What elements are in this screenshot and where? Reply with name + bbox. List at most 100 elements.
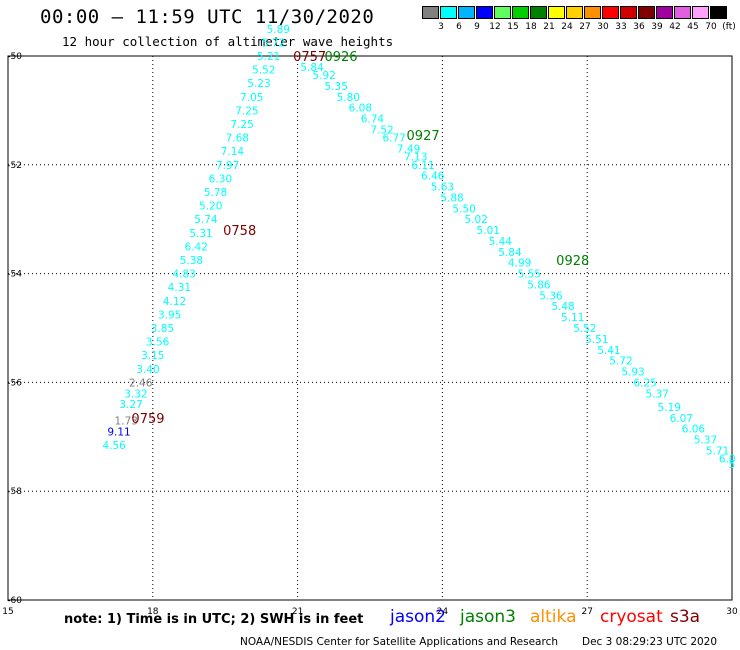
wave-height-label: 5.50: [452, 203, 475, 215]
wave-height-label: 5.78: [204, 187, 227, 199]
wave-height-label: 5.41: [597, 345, 620, 357]
wave-height-label: 5.93: [621, 367, 644, 379]
x-tick-label: 30: [726, 607, 738, 617]
wave-height-label: 5.36: [539, 290, 563, 302]
wave-height-label: 5.52: [573, 323, 596, 335]
time-label: 0928: [556, 254, 589, 269]
color-swatch-label: 27: [579, 22, 591, 32]
wave-height-label: 6.06: [682, 424, 706, 436]
wave-height-label: 3.15: [141, 350, 164, 362]
color-swatch-label: 21: [543, 22, 555, 32]
wave-height-label: 7.25: [230, 119, 253, 131]
x-tick-label: 15: [2, 607, 13, 617]
wave-height-label: 4.31: [168, 282, 191, 294]
color-swatch: [440, 6, 457, 19]
wave-height-label: 3.27: [119, 399, 142, 411]
color-swatch: [512, 6, 529, 19]
axes: 15 18 21 24 27 30 -50 -52 -54 -56 -58 -60: [2, 52, 738, 617]
wave-height-label: 4.99: [508, 258, 531, 270]
wave-height-label: 6.0: [719, 454, 736, 466]
color-swatch: [530, 6, 547, 19]
wave-height-label: 7.49: [397, 143, 420, 155]
color-swatch-label: 18: [525, 22, 537, 32]
wave-height-label: 6.30: [209, 173, 232, 185]
wave-height-label: 6.46: [421, 171, 445, 183]
color-legend: 3 6 9 12 15 18 21 24 27 30 33 36 39 42 45 70 (ft): [422, 6, 736, 34]
y-tick-label: -60: [7, 596, 22, 606]
wave-height-label: 5.92: [312, 70, 335, 82]
wave-height-label: 5.89: [267, 24, 290, 36]
color-swatch-label: 24: [561, 22, 573, 32]
wave-height-label: 5.44: [489, 236, 513, 248]
color-swatch: [674, 6, 691, 19]
color-swatch: [620, 6, 637, 19]
wave-height-label: 3.95: [158, 309, 181, 321]
color-swatch: [548, 6, 565, 19]
time-label: 0757: [293, 50, 326, 65]
color-swatch-label: 12: [489, 22, 501, 32]
wave-height-label: 6.08: [349, 103, 372, 115]
time-label: 0759: [131, 412, 164, 427]
color-swatch: [494, 6, 511, 19]
color-swatch-label: 9: [474, 22, 480, 32]
wave-height-label: 5.55: [518, 269, 541, 281]
wave-height-label: 5.72: [609, 356, 632, 368]
wave-height-label: 7.25: [235, 105, 258, 117]
y-tick-label: -54: [7, 270, 22, 280]
wave-height-label: 5.01: [477, 225, 500, 237]
mission-label: jason2: [390, 607, 446, 627]
data-points: 4.56 9.111.73 3.273.322.463.40 3.153.56 3.85…: [102, 24, 735, 471]
wave-height-label: 5.80: [337, 92, 360, 104]
color-swatch-label: 36: [633, 22, 645, 32]
wave-height-label: 7.13: [404, 152, 427, 164]
x-tick-label: 18: [147, 607, 159, 617]
wave-height-label: 3.40: [136, 364, 159, 376]
wave-height-label: 5.84: [300, 62, 324, 74]
wave-height-label: 2.46: [129, 377, 153, 389]
wave-height-label: 5.20: [199, 201, 222, 213]
plot-frame: [7, 55, 733, 601]
color-swatch-label: 15: [507, 22, 519, 32]
wave-height-label: 5.02: [464, 214, 487, 226]
color-swatch-label: 3: [438, 22, 444, 32]
wave-height-label: 4.12: [163, 296, 186, 308]
color-swatch-label: 6: [456, 22, 462, 32]
wave-height-label: 5.21: [257, 51, 280, 63]
wave-height-label: 7.14: [221, 146, 245, 158]
color-swatch: [584, 6, 601, 19]
wave-height-label: 5.84: [498, 247, 522, 259]
wave-height-label: 5.31: [189, 228, 212, 240]
wave-height-label: 6.07: [670, 413, 693, 425]
wave-height-label: 6.42: [185, 241, 208, 253]
wave-height-label: 7.97: [216, 160, 239, 172]
wave-height-label: 1.73: [115, 415, 138, 427]
y-tick-label: -50: [7, 52, 22, 62]
wave-height-label: 5: [729, 459, 736, 471]
footer-credit: NOAA/NESDIS Center for Satellite Applica…: [240, 636, 558, 648]
color-swatch: [476, 6, 493, 19]
color-swatch-label: 33: [615, 22, 627, 32]
wave-height-label: 3.56: [146, 337, 170, 349]
chart-subtitle: 12 hour collection of altimeter wave hei…: [62, 34, 394, 49]
color-swatch: [566, 6, 583, 19]
wave-height-label: 6.25: [633, 377, 656, 389]
wave-height-label: 5.23: [247, 78, 270, 90]
color-swatch-label: (ft): [722, 22, 736, 32]
color-swatch-label: 70: [705, 22, 717, 32]
wave-height-label: 5.37: [694, 435, 717, 447]
x-tick-label: 27: [581, 607, 592, 617]
mission-label: s3a: [670, 607, 701, 627]
y-tick-label: -52: [7, 161, 22, 171]
time-label: 0758: [223, 224, 256, 239]
wave-height-label: 7.68: [226, 133, 249, 145]
chart-title: 00:00 – 11:59 UTC 11/30/2020: [40, 6, 375, 28]
wave-height-label: 5.35: [325, 81, 348, 93]
mission-label: altika: [530, 607, 577, 627]
wave-height-label: 4.83: [172, 269, 195, 281]
wave-height-label: 5.86: [527, 279, 551, 291]
time-label: 0926: [324, 50, 357, 65]
color-swatch: [458, 6, 475, 19]
wave-height-label: 4.56: [102, 440, 126, 452]
color-swatch-label: 45: [687, 22, 699, 32]
color-swatch: [656, 6, 673, 19]
